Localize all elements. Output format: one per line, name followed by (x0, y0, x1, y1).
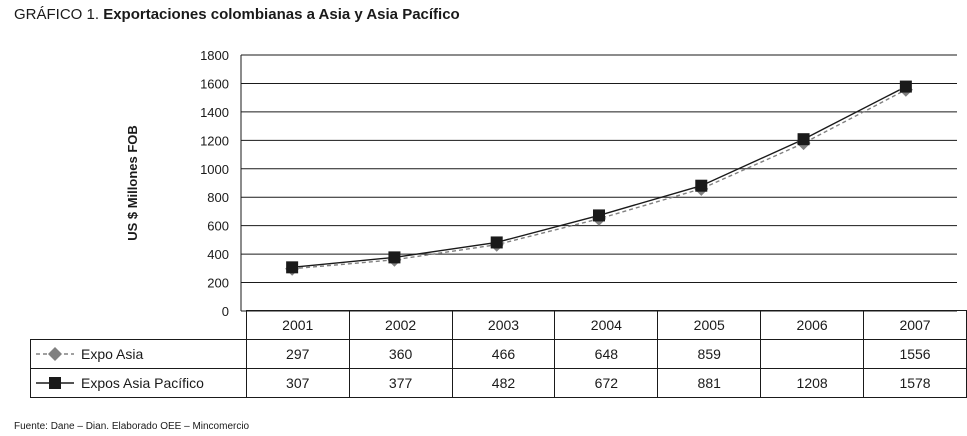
data-label (760, 339, 865, 369)
series-2-marker (286, 261, 299, 274)
data-label: 1556 (863, 339, 967, 369)
y-tick-label: 800 (207, 190, 229, 205)
y-tick-label: 1000 (200, 162, 229, 177)
series-2-marker (388, 251, 401, 264)
x-tick-label: 2006 (760, 310, 865, 340)
y-tick-label: 0 (222, 304, 229, 319)
chart-title-lead: GRÁFICO 1. (14, 6, 100, 23)
y-tick-label: 1200 (200, 133, 229, 148)
y-tick-label: 600 (207, 219, 229, 234)
data-label: 1578 (863, 368, 967, 398)
x-tick-label: 2004 (554, 310, 659, 340)
table-row: Expos Asia Pacífico 307 377 482 672 881 1208 15… (30, 368, 967, 398)
series-line-2 (292, 85, 907, 268)
table-corner (31, 311, 247, 340)
data-label: 482 (451, 368, 556, 398)
legend-entry: Expo Asia (30, 339, 247, 369)
series-2-marker (899, 80, 912, 93)
legend-swatch (36, 347, 74, 361)
table-row: Expo Asia 297 360 466 648 859 1556 (30, 339, 967, 369)
data-label: 859 (657, 339, 762, 369)
data-label: 360 (348, 339, 453, 369)
data-table: 2001 2002 2003 2004 2005 2006 2007 Expo Asia 297… (30, 310, 967, 398)
source-note: Fuente: Dane – Dian. Elaborado OEE – Min… (14, 421, 250, 432)
y-tick-label: 1400 (200, 105, 229, 120)
y-tick-label: 1600 (200, 76, 229, 91)
series-2-marker (797, 133, 810, 146)
x-tick-label: 2007 (863, 310, 967, 340)
data-label: 648 (554, 339, 659, 369)
data-label: 297 (245, 339, 350, 369)
series-line-1 (292, 89, 907, 270)
data-label: 1208 (760, 368, 865, 398)
x-tick-label: 2002 (348, 310, 453, 340)
table-header-row: 2001 2002 2003 2004 2005 2006 2007 (31, 310, 967, 340)
series-2-marker (695, 179, 708, 192)
y-tick-label: 200 (207, 276, 229, 291)
y-tick-label: 1800 (200, 48, 229, 63)
chart-title: GRÁFICO 1. Exportaciones colombianas a A… (14, 6, 460, 23)
data-label: 672 (554, 368, 659, 398)
legend-entry: Expos Asia Pacífico (30, 368, 247, 398)
y-tick-label: 400 (207, 247, 229, 262)
series-2-marker (490, 236, 503, 249)
x-tick-label: 2001 (245, 310, 350, 340)
data-label: 307 (245, 368, 350, 398)
data-label: 466 (451, 339, 556, 369)
data-label: 881 (657, 368, 762, 398)
data-label: 377 (348, 368, 453, 398)
series-2-marker (593, 209, 605, 222)
x-tick-label: 2005 (657, 310, 762, 340)
legend-label: Expo Asia (81, 346, 144, 362)
legend-swatch (36, 377, 74, 389)
x-tick-label: 2003 (451, 310, 556, 340)
legend-label: Expos Asia Pacífico (81, 375, 204, 391)
chart-title-text: Exportaciones colombianas a Asia y Asia … (103, 6, 460, 23)
y-axis-title: US $ Millones FOB (125, 125, 140, 241)
